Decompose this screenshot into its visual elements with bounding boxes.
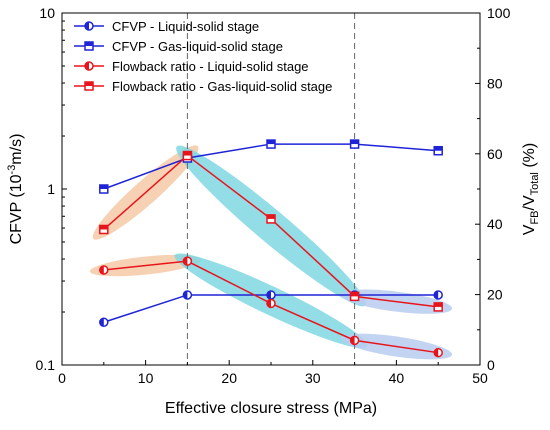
data-point-marker-fill	[350, 336, 355, 345]
data-point-marker-fill	[350, 140, 359, 145]
legend-label: CFVP - Gas-liquid-solid stage	[112, 39, 283, 54]
right-tick-label: 40	[487, 216, 503, 232]
left-tick-label: 0.1	[36, 357, 56, 373]
data-point-marker-fill	[350, 292, 359, 297]
x-tick-label: 10	[138, 370, 154, 386]
series-group	[99, 139, 443, 358]
x-tick-label: 30	[305, 370, 321, 386]
right-tick-label: 20	[487, 287, 503, 303]
series-4	[99, 150, 443, 312]
data-point-marker-fill	[183, 151, 192, 156]
data-point-marker-fill	[99, 318, 104, 327]
x-tick-label: 50	[472, 370, 488, 386]
x-tick-label: 0	[58, 370, 66, 386]
highlight-cyan-upper	[176, 145, 366, 307]
data-point-marker-fill	[267, 290, 271, 299]
right-tick-label: 80	[487, 75, 503, 91]
left-tick-label: 10	[39, 5, 55, 21]
data-point-marker-fill	[183, 257, 188, 266]
data-point-marker-fill	[434, 302, 443, 307]
data-point-marker-fill	[267, 214, 275, 219]
legend-label: Flowback ratio - Gas-liquid-solid stage	[112, 79, 332, 94]
data-point-marker-fill	[183, 290, 188, 299]
right-tick-label: 60	[487, 146, 503, 162]
reference-lines	[186, 13, 356, 365]
right-axis-title: VFB/VTotal (%)	[521, 143, 541, 235]
x-axis-title: Effective closure stress (MPa)	[165, 400, 377, 417]
left-axis-title: CFVP (10-3m/s)	[6, 134, 25, 245]
legend-label: Flowback ratio - Liquid-solid stage	[112, 59, 309, 74]
data-point-marker-fill	[267, 299, 271, 308]
right-tick-label: 100	[487, 5, 511, 21]
left-tick-label: 1	[47, 181, 55, 197]
data-point-marker-fill	[434, 348, 439, 357]
legend-marker-fill	[85, 22, 89, 30]
data-point-marker-fill	[434, 146, 443, 151]
legend-marker-fill	[85, 62, 89, 70]
x-tick-label: 20	[221, 370, 237, 386]
legend-marker-fill	[85, 42, 93, 46]
series-3	[99, 256, 443, 358]
legend: CFVP - Liquid-solid stage CFVP - Gas-liqu…	[74, 19, 332, 94]
right-tick-label: 0	[487, 357, 495, 373]
data-point-marker-fill	[99, 265, 104, 274]
legend-label: CFVP - Liquid-solid stage	[112, 19, 259, 34]
data-point-marker-fill	[99, 185, 108, 189]
data-point-marker-fill	[434, 290, 439, 299]
x-tick-label: 40	[389, 370, 405, 386]
data-point-marker-fill	[267, 140, 275, 145]
legend-marker-fill	[85, 82, 93, 86]
highlight-ellipses	[89, 145, 453, 360]
data-point-marker-fill	[99, 225, 108, 230]
